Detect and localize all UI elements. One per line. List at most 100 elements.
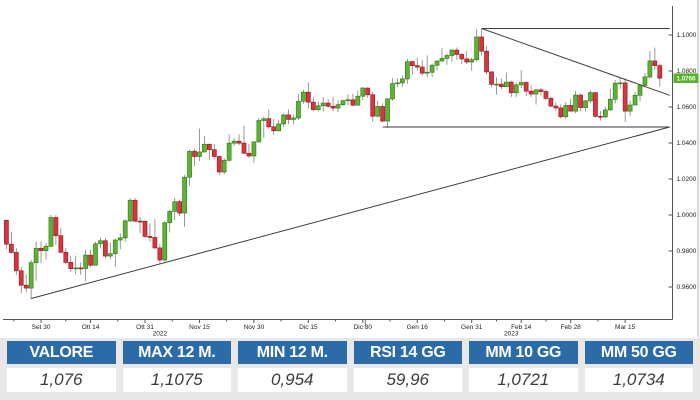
candle <box>231 137 237 147</box>
candle <box>439 48 445 63</box>
candle <box>409 60 415 75</box>
y-tick-label: 1.0400 <box>677 140 697 147</box>
candle <box>172 197 178 221</box>
candle <box>434 60 440 71</box>
candle <box>335 100 341 113</box>
candle <box>489 71 494 88</box>
candle <box>9 231 14 254</box>
candle <box>523 81 529 97</box>
candle <box>414 57 420 71</box>
table-header-max-12m: MAX 12 M. <box>122 341 231 364</box>
candle <box>469 57 475 71</box>
candle <box>365 87 371 98</box>
table-header-mm-50gg: MM 50 GG <box>584 341 693 364</box>
candle <box>73 255 79 275</box>
table-header-mm-10gg: MM 10 GG <box>469 341 578 364</box>
candle <box>207 143 212 161</box>
y-tick-label: 1.1000 <box>677 32 697 39</box>
candle <box>538 88 544 96</box>
candle <box>627 100 633 116</box>
candle <box>518 70 524 89</box>
candle <box>221 158 227 175</box>
table-header-min-12m: MIN 12 M. <box>238 341 347 364</box>
table-col-mm-50gg: MM 50 GG 1,0734 <box>584 341 693 392</box>
candle <box>127 198 133 223</box>
table-value-max-12m: 1,1075 <box>122 368 231 392</box>
candle <box>236 134 242 146</box>
x-tick-label: Mar 15 <box>615 324 636 331</box>
table-col-min-12m: MIN 12 M. 0,954 <box>238 341 347 392</box>
x-tick-label: Gen 16 <box>407 324 429 331</box>
candle <box>400 75 405 88</box>
candle <box>112 238 118 267</box>
candle <box>226 134 232 162</box>
candle <box>405 58 410 84</box>
x-tick-label: Ott 14 <box>82 324 100 331</box>
x-tick-label: Feb 14 <box>511 324 532 331</box>
candle <box>449 48 455 62</box>
candle <box>370 92 376 122</box>
candlestick-chart-area: 1.1000 1.0800 1.0600 1.0400 1.0200 1.0000 0.98… <box>3 0 699 338</box>
x-year-label: 2022 <box>153 331 168 338</box>
candle <box>211 143 217 160</box>
x-year-label: 2023 <box>504 331 519 338</box>
x-tick-label: Set 30 <box>32 324 51 331</box>
table-col-max-12m: MAX 12 M. 1,1075 <box>122 341 231 392</box>
candle <box>320 97 326 112</box>
candle <box>78 262 84 275</box>
candle <box>202 136 207 153</box>
trendlines-group <box>31 28 670 300</box>
candle <box>464 50 470 64</box>
candle <box>454 47 460 61</box>
x-tick-label: Feb 28 <box>561 324 582 331</box>
candle <box>598 110 603 121</box>
y-tick-label: 1.0000 <box>677 212 697 219</box>
candle <box>291 114 296 125</box>
candle <box>395 78 400 88</box>
candle <box>558 104 564 119</box>
candle <box>494 77 499 95</box>
candle <box>38 241 44 264</box>
candle <box>578 93 583 112</box>
candle <box>28 260 34 299</box>
candle <box>286 109 291 125</box>
x-tick-label: Nov 30 <box>244 324 265 331</box>
candle <box>508 80 514 97</box>
candle <box>583 99 588 112</box>
candle <box>53 215 59 245</box>
candle <box>380 103 385 123</box>
candle <box>504 72 509 88</box>
candle <box>23 274 29 293</box>
candle <box>350 93 356 107</box>
quote-table: VALORE 1,076 MAX 12 M. 1,1075 MIN 12 M. … <box>7 341 693 392</box>
candle <box>137 216 143 233</box>
candle <box>296 94 301 120</box>
candle <box>340 99 346 107</box>
candle <box>271 119 277 136</box>
summary-panel: VALORE 1,076 MAX 12 M. 1,1075 MIN 12 M. … <box>0 338 700 400</box>
candle <box>43 243 49 260</box>
candle <box>533 89 539 105</box>
candle <box>563 102 569 120</box>
candle <box>642 72 648 88</box>
candle <box>157 243 163 264</box>
current-price-label: 1.0760 <box>673 73 699 83</box>
candle <box>484 46 489 75</box>
candle <box>310 97 316 112</box>
candle <box>103 237 108 259</box>
candle <box>325 98 331 108</box>
candle <box>132 198 138 223</box>
candle <box>479 29 484 56</box>
table-value-rsi-14gg: 59,96 <box>353 368 462 392</box>
candle <box>281 113 286 127</box>
candle <box>276 119 281 132</box>
y-tick-label: 0.9800 <box>677 248 697 255</box>
candle <box>390 78 395 101</box>
candle <box>98 237 103 249</box>
candle <box>177 199 182 217</box>
x-tick-label: Dic 30 <box>354 324 373 331</box>
x-tick-label: Ott 31 <box>136 324 154 331</box>
candle <box>142 220 148 239</box>
candle <box>330 96 336 112</box>
